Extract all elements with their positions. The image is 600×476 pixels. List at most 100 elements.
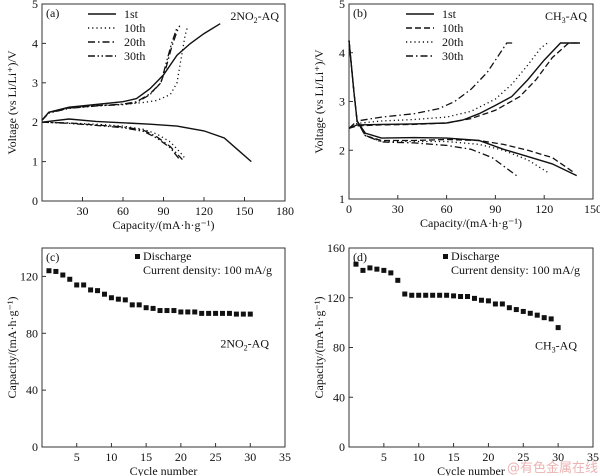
x-tick-label: 30 xyxy=(552,450,564,464)
sample-label: 2NO2-AQ xyxy=(220,336,269,352)
data-point xyxy=(247,311,253,317)
legend-label-30th: 30th xyxy=(124,49,145,63)
panel-label: (a) xyxy=(46,6,59,20)
watermark: @有色金属在线 xyxy=(507,460,598,476)
data-point xyxy=(485,298,491,304)
plot-frame xyxy=(41,247,286,448)
data-point xyxy=(541,315,547,321)
data-point xyxy=(136,302,142,308)
data-point xyxy=(458,294,464,300)
panel-label: (b) xyxy=(353,6,367,20)
plot-frame xyxy=(41,3,286,202)
data-point xyxy=(388,270,394,276)
data-point xyxy=(423,292,429,298)
legend-marker xyxy=(443,254,448,259)
x-tick-label: 60 xyxy=(441,202,453,216)
legend-label-10th: 10th xyxy=(442,21,463,35)
panel-a: 30 60 90 120 150 180 0 1 2 3 4 5 Capacity/(mA·h·g⁻¹)… xyxy=(5,0,294,232)
data-point xyxy=(220,310,226,316)
panel-label: (c) xyxy=(46,250,59,264)
legend-label-10th: 10th xyxy=(124,21,145,35)
data-point xyxy=(240,311,246,317)
data-point xyxy=(60,272,66,278)
series-20th-charge-curve xyxy=(41,25,181,121)
data-point xyxy=(520,308,526,314)
x-tick-label: 90 xyxy=(158,204,170,218)
y-tick-label: 5 xyxy=(32,0,38,11)
panel-d: 5 10 15 20 25 30 35 0 40 80 120 160 Cycle number Capa… xyxy=(312,241,599,476)
legend-label-1st: 1st xyxy=(442,7,457,21)
x-tick-label: 10 xyxy=(105,450,117,464)
legend-label-20th: 20th xyxy=(442,35,463,49)
legend-label-30th: 30th xyxy=(442,49,463,63)
data-point xyxy=(409,292,415,298)
series-1st-discharge-curve xyxy=(41,118,252,163)
data-point xyxy=(95,288,101,294)
x-tick-label: 30 xyxy=(392,202,404,216)
x-tick-label: 180 xyxy=(276,204,294,218)
y-tick-label: 120 xyxy=(327,291,345,305)
x-axis-label: Capacity/(mA·h·g⁻¹) xyxy=(113,218,215,232)
data-point xyxy=(171,308,177,314)
y-tick-label: 40 xyxy=(26,383,38,397)
data-point xyxy=(513,307,519,313)
y-tick-label: 40 xyxy=(333,390,345,404)
series-30th-discharge-curve xyxy=(348,40,517,177)
legend-note: Current density: 100 mA/g xyxy=(451,263,580,277)
data-point xyxy=(192,309,198,315)
y-tick-label: 2 xyxy=(32,115,38,129)
y-tick-label: 4 xyxy=(339,46,345,60)
data-point xyxy=(416,292,422,298)
data-point xyxy=(451,293,457,299)
series-20th-discharge-curve xyxy=(348,40,548,173)
x-tick-label: 120 xyxy=(195,204,213,218)
y-tick-label: 80 xyxy=(333,341,345,355)
x-tick-label: 25 xyxy=(210,450,222,464)
legend-label-1st: 1st xyxy=(124,7,139,21)
y-axis-label: Capacity/(mA·h·g⁻¹) xyxy=(5,297,19,399)
y-tick-label: 80 xyxy=(26,326,38,340)
data-point xyxy=(67,276,73,282)
data-point xyxy=(381,267,387,273)
data-point xyxy=(206,310,212,316)
data-point xyxy=(150,305,156,311)
data-point xyxy=(129,302,135,308)
data-point xyxy=(199,310,205,316)
x-tick-label: 35 xyxy=(587,450,599,464)
data-point xyxy=(115,296,121,302)
data-point xyxy=(53,268,59,274)
x-axis-label: Cycle number xyxy=(130,464,198,476)
data-point xyxy=(164,308,170,314)
x-axis-label: Capacity/(mA·h·g⁻¹) xyxy=(420,216,522,230)
data-point xyxy=(143,305,149,311)
data-point xyxy=(402,291,408,297)
data-point xyxy=(499,301,505,307)
y-tick-label: 3 xyxy=(339,95,345,109)
sample-label: 2NO2-AQ xyxy=(230,9,279,25)
legend-note: Current density: 100 mA/g xyxy=(143,263,272,277)
data-point xyxy=(437,292,443,298)
x-tick-label: 25 xyxy=(517,450,529,464)
x-tick-label: 120 xyxy=(535,202,553,216)
x-tick-label: 10 xyxy=(413,450,425,464)
y-tick-label: 160 xyxy=(327,241,345,255)
data-point xyxy=(555,325,561,331)
data-point xyxy=(157,308,163,314)
plot-frame xyxy=(348,3,594,200)
data-point xyxy=(185,309,191,315)
y-axis-label: Capacity/(mA·h·g⁻¹) xyxy=(312,297,326,399)
series-30th-charge-curve xyxy=(41,27,178,121)
y-tick-label: 2 xyxy=(339,143,345,157)
data-point xyxy=(353,261,359,267)
x-tick-label: 20 xyxy=(175,450,187,464)
x-tick-label: 15 xyxy=(140,450,152,464)
data-point xyxy=(88,287,94,293)
data-point xyxy=(108,295,114,301)
x-tick-label: 15 xyxy=(448,450,460,464)
data-point xyxy=(506,305,512,311)
panel-b: 0 30 60 90 120 150 1 2 3 4 5 Capacity/(mA·h·g⁻¹) Vol… xyxy=(312,0,600,230)
x-tick-label: 90 xyxy=(489,202,501,216)
series-10th-discharge-curve xyxy=(41,121,186,159)
